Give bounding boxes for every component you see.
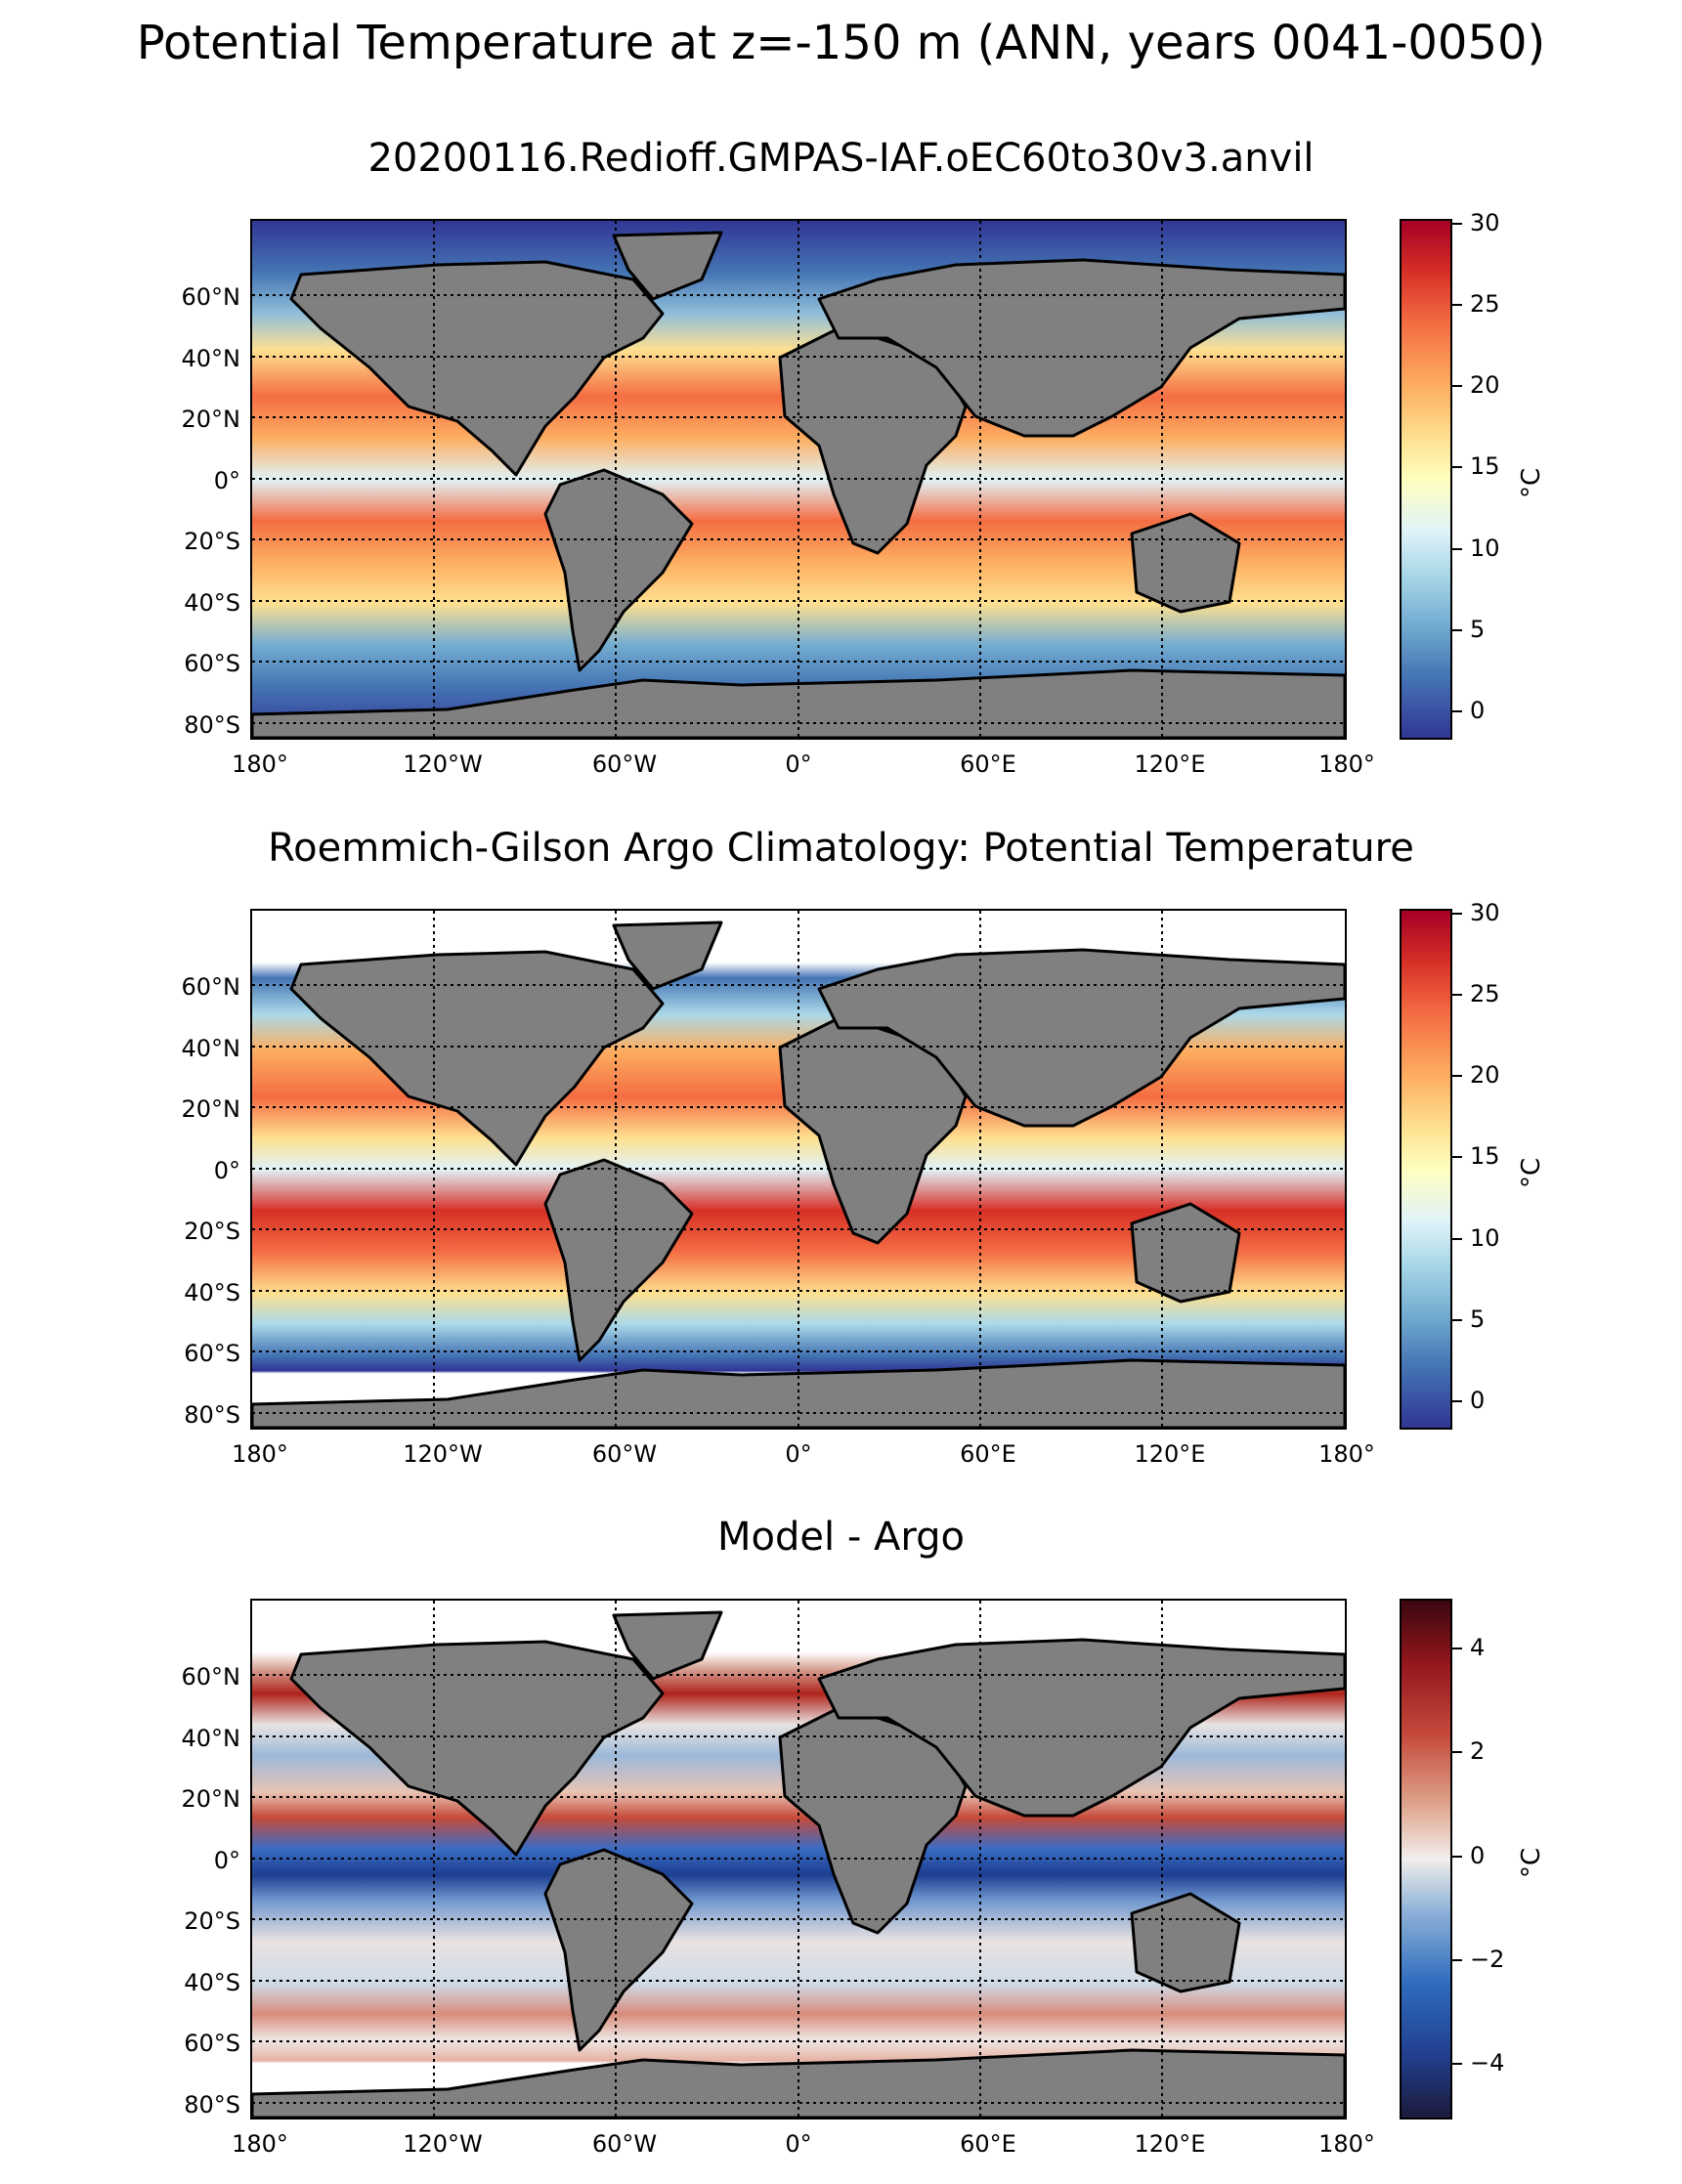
lat-label: 60°S bbox=[184, 2030, 240, 2057]
colorbar-tick-label: 4 bbox=[1470, 1634, 1486, 1661]
lon-label: 120°W bbox=[403, 1440, 483, 1468]
lat-label: 40°N bbox=[181, 1035, 241, 1062]
colorbar-tick-label: 30 bbox=[1470, 899, 1500, 926]
lat-label: 80°S bbox=[184, 1401, 240, 1429]
lon-label: 120°E bbox=[1134, 750, 1206, 778]
colorbar-tick-label: 20 bbox=[1470, 371, 1500, 399]
colorbar-tick bbox=[1452, 1319, 1462, 1321]
lon-label: 180° bbox=[232, 750, 288, 778]
lat-label: 40°N bbox=[181, 1725, 241, 1752]
lat-label: 60°S bbox=[184, 1340, 240, 1367]
panel-title-difference: Model - Argo bbox=[717, 1515, 965, 1560]
figure-title: Potential Temperature at z=-150 m (ANN, … bbox=[136, 16, 1546, 70]
colorbar-model bbox=[1400, 219, 1452, 740]
map-svg bbox=[252, 911, 1345, 1428]
map-svg bbox=[252, 221, 1345, 738]
colorbar-tick bbox=[1452, 304, 1462, 306]
lon-label: 0° bbox=[785, 1440, 812, 1468]
lat-label: 40°S bbox=[184, 589, 240, 617]
colorbar-tick bbox=[1452, 913, 1462, 915]
lon-label: 120°E bbox=[1134, 2130, 1206, 2158]
colorbar-tick-label: 20 bbox=[1470, 1061, 1500, 1089]
colorbar-tick bbox=[1452, 223, 1462, 225]
colorbar-argo bbox=[1400, 909, 1452, 1430]
colorbar-tick bbox=[1452, 994, 1462, 996]
lat-label: 40°S bbox=[184, 1969, 240, 1996]
colorbar-tick bbox=[1452, 710, 1462, 712]
colorbar-tick-label: 25 bbox=[1470, 290, 1500, 318]
colorbar-tick bbox=[1452, 1156, 1462, 1158]
lat-label: 20°S bbox=[184, 1218, 240, 1245]
lat-label: 60°S bbox=[184, 650, 240, 677]
lat-label: 60°N bbox=[181, 1663, 241, 1691]
lat-label: 40°S bbox=[184, 1279, 240, 1306]
lon-label: 0° bbox=[785, 2130, 812, 2158]
map-model-minus-argo bbox=[250, 1599, 1347, 2120]
lon-label: 120°E bbox=[1134, 1440, 1206, 1468]
lat-label: 80°S bbox=[184, 2091, 240, 2119]
colorbar-tick bbox=[1452, 466, 1462, 468]
panel-title-model: 20200116.Redioff.GMPAS-IAF.oEC60to30v3.a… bbox=[367, 136, 1315, 181]
colorbar-tick bbox=[1452, 1400, 1462, 1402]
colorbar-tick bbox=[1452, 1075, 1462, 1077]
colorbar-tick-label: 5 bbox=[1470, 1306, 1486, 1333]
lon-label: 180° bbox=[232, 1440, 288, 1468]
lat-label: 60°N bbox=[181, 973, 241, 1001]
colorbar-tick-label: 25 bbox=[1470, 980, 1500, 1007]
lat-label: 0° bbox=[213, 1847, 240, 1874]
map-argo-temperature bbox=[250, 909, 1347, 1430]
colorbar-tick bbox=[1452, 548, 1462, 550]
colorbar-difference bbox=[1400, 1599, 1452, 2120]
lat-label: 60°N bbox=[181, 283, 241, 311]
lon-label: 120°W bbox=[403, 750, 483, 778]
lon-label: 180° bbox=[1318, 750, 1375, 778]
colorbar-tick-label: 0 bbox=[1470, 1842, 1486, 1869]
lat-label: 0° bbox=[213, 1157, 240, 1184]
lon-label: 60°W bbox=[591, 1440, 658, 1468]
map-svg bbox=[252, 1601, 1345, 2118]
lon-label: 120°W bbox=[403, 2130, 483, 2158]
colorbar-tick-label: 0 bbox=[1470, 697, 1486, 724]
colorbar-tick bbox=[1452, 2063, 1462, 2065]
colorbar-tick bbox=[1452, 385, 1462, 387]
colorbar-tick-label: 15 bbox=[1470, 1142, 1500, 1170]
colorbar-tick bbox=[1452, 1856, 1462, 1858]
colorbar-tick bbox=[1452, 629, 1462, 631]
lat-label: 20°S bbox=[184, 1907, 240, 1935]
map-model-temperature bbox=[250, 219, 1347, 740]
colorbar-tick-label: 5 bbox=[1470, 616, 1486, 643]
lon-label: 180° bbox=[1318, 2130, 1375, 2158]
colorbar-unit: °C bbox=[1517, 1847, 1546, 1878]
lat-label: 20°N bbox=[181, 1785, 241, 1813]
lon-label: 180° bbox=[232, 2130, 288, 2158]
lon-label: 60°W bbox=[591, 750, 658, 778]
colorbar-tick-label: −2 bbox=[1470, 1946, 1505, 1973]
lat-label: 20°N bbox=[181, 1095, 241, 1123]
lon-label: 60°E bbox=[960, 1440, 1016, 1468]
lon-label: 60°E bbox=[960, 2130, 1016, 2158]
colorbar-tick bbox=[1452, 1959, 1462, 1961]
colorbar-tick bbox=[1452, 1648, 1462, 1649]
lon-label: 0° bbox=[785, 750, 812, 778]
lat-label: 0° bbox=[213, 467, 240, 494]
colorbar-tick-label: 0 bbox=[1470, 1387, 1486, 1414]
lat-label: 20°N bbox=[181, 406, 241, 433]
colorbar-tick-label: 30 bbox=[1470, 209, 1500, 236]
colorbar-tick-label: 10 bbox=[1470, 1224, 1500, 1252]
colorbar-tick bbox=[1452, 1238, 1462, 1240]
colorbar-tick-label: 10 bbox=[1470, 535, 1500, 562]
colorbar-unit: °C bbox=[1517, 1157, 1546, 1188]
panel-title-argo: Roemmich-Gilson Argo Climatology: Potent… bbox=[268, 826, 1414, 871]
colorbar-tick-label: −4 bbox=[1470, 2049, 1505, 2077]
lon-label: 60°W bbox=[591, 2130, 658, 2158]
colorbar-tick-label: 2 bbox=[1470, 1737, 1486, 1765]
lat-label: 40°N bbox=[181, 345, 241, 372]
lon-label: 180° bbox=[1318, 1440, 1375, 1468]
colorbar-tick-label: 15 bbox=[1470, 452, 1500, 480]
lat-label: 80°S bbox=[184, 711, 240, 739]
lon-label: 60°E bbox=[960, 750, 1016, 778]
colorbar-tick bbox=[1452, 1751, 1462, 1753]
lat-label: 20°S bbox=[184, 528, 240, 555]
colorbar-unit: °C bbox=[1517, 467, 1546, 498]
